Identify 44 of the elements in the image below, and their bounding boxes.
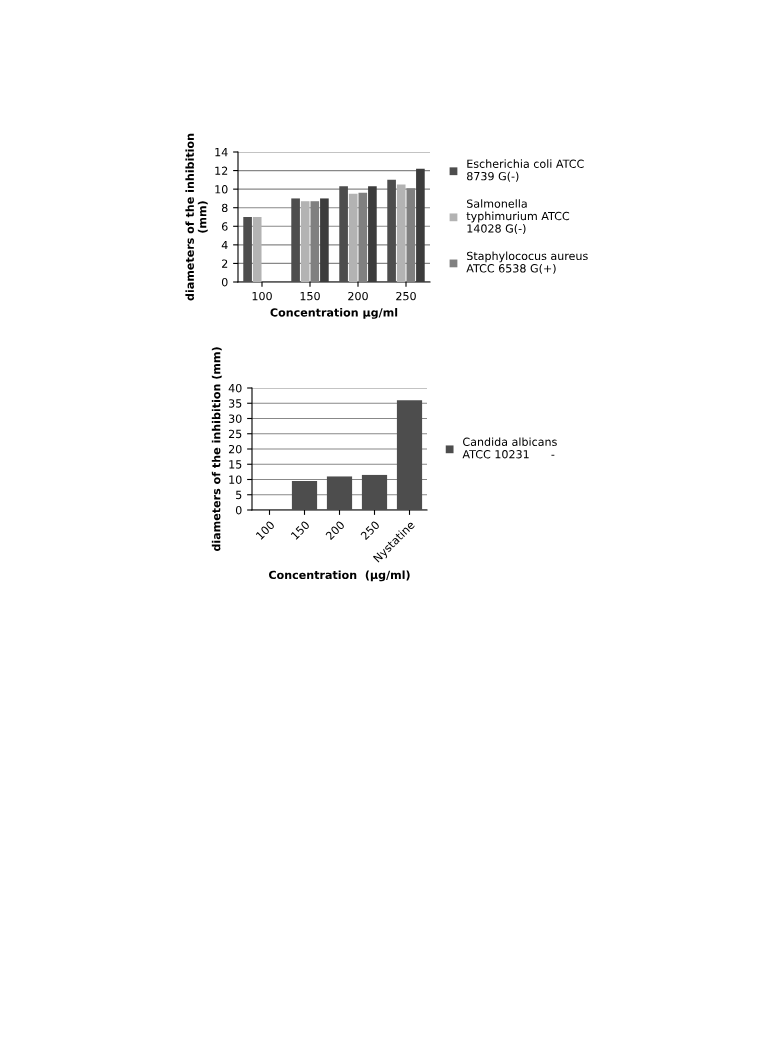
x-tick-label: 200 — [348, 291, 368, 301]
x-axis-title: Concentration (µg/ml) — [268, 570, 410, 582]
bar — [300, 201, 310, 282]
bar — [320, 198, 329, 282]
bar — [368, 186, 377, 282]
x-tick-label: 250 — [396, 291, 416, 301]
y-tick-label: 15 — [229, 460, 242, 469]
y-tick-label: 10 — [229, 475, 242, 484]
bar — [326, 476, 353, 510]
y-tick-label: 14 — [215, 148, 228, 157]
bar — [416, 168, 425, 282]
y-axis-title: diameters of the inhibition (mm) — [211, 347, 222, 552]
bar — [291, 198, 300, 282]
bar — [361, 474, 388, 510]
bar — [291, 481, 318, 510]
y-tick-label: 2 — [222, 259, 228, 268]
bar — [243, 217, 252, 282]
y-tick-label: 6 — [221, 222, 228, 231]
bar — [339, 186, 348, 282]
legend-label: Escherichia coli ATCC 8739 G(-) — [467, 159, 584, 182]
bar — [252, 217, 262, 282]
y-tick-label: 8 — [221, 203, 228, 213]
y-tick-label: 25 — [228, 429, 242, 439]
y-tick-label: 30 — [228, 414, 242, 423]
y-tick-label: 5 — [236, 490, 242, 500]
x-axis-title: Concentration µg/ml — [270, 308, 398, 319]
y-axis-title: diameters of the inhibition (mm) — [185, 133, 208, 301]
legend-label: Candida albicans ATCC 10231 - — [462, 437, 557, 459]
y-tick-label: 12 — [215, 166, 228, 175]
y-tick-label: 20 — [228, 444, 242, 454]
y-tick-label: 0 — [221, 277, 228, 287]
bar — [387, 179, 396, 282]
bar — [396, 400, 423, 510]
y-tick-label: 35 — [228, 399, 242, 408]
y-tick-label: 4 — [221, 240, 228, 250]
y-tick-label: 10 — [215, 185, 228, 194]
bar — [396, 184, 406, 282]
y-tick-label: 40 — [228, 383, 242, 393]
bar — [348, 193, 358, 282]
x-tick-label: 150 — [300, 291, 320, 301]
legend-label: Staphylococus aureus ATCC 6538 G(+) — [466, 251, 588, 274]
legend-label: Salmonella typhimurium ATCC 14028 G(-) — [466, 199, 570, 234]
y-tick-label: 0 — [235, 505, 242, 515]
x-tick-label: 100 — [252, 291, 272, 301]
